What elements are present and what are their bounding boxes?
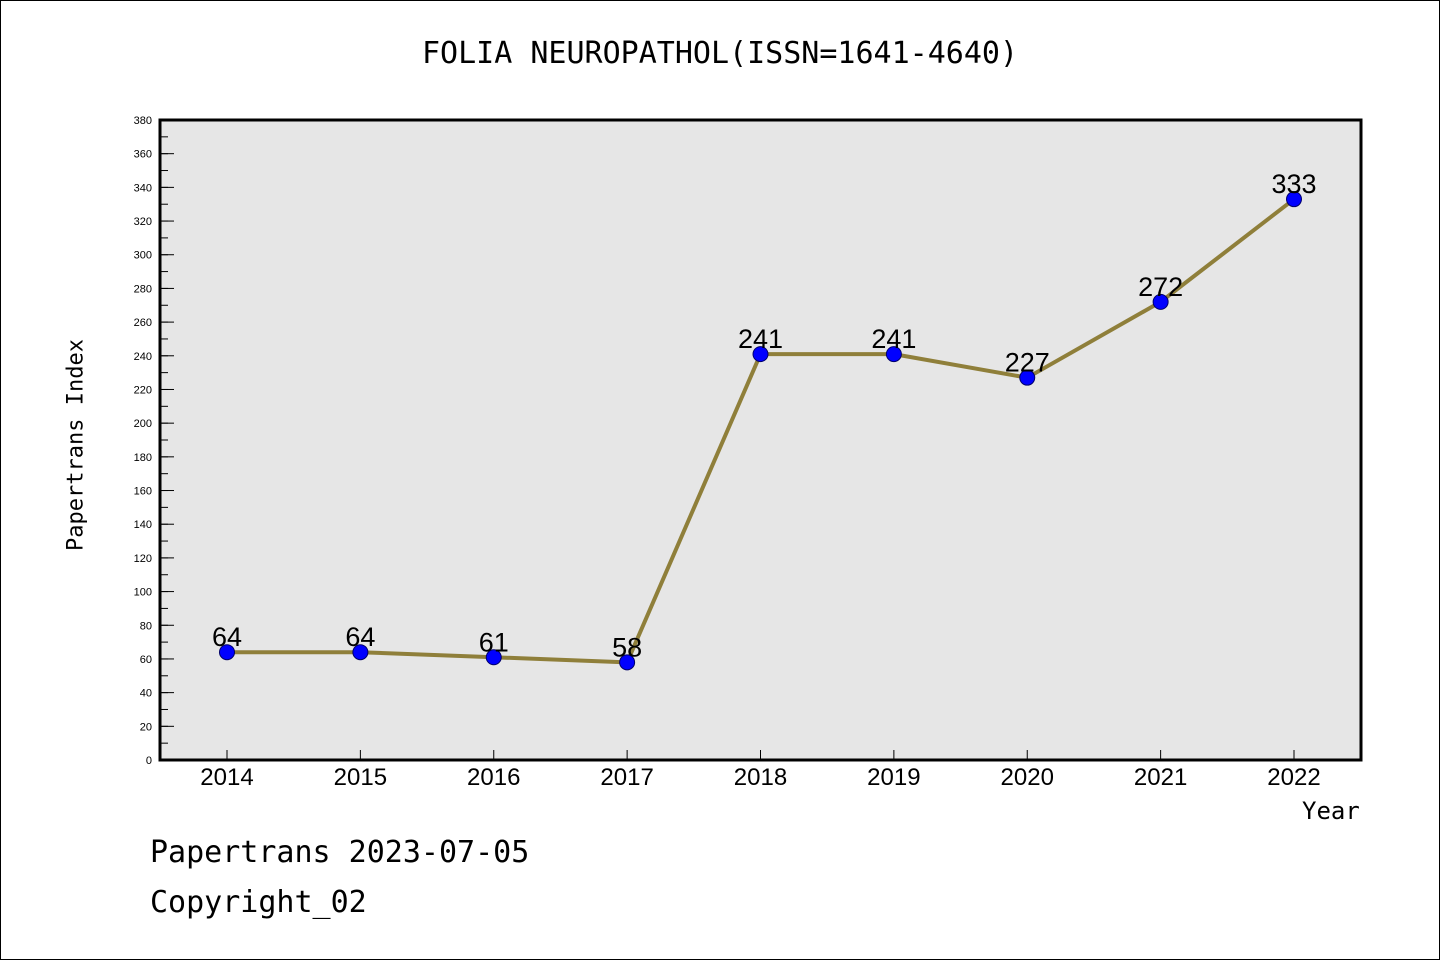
footer-date: Papertrans 2023-07-05 — [150, 835, 530, 870]
data-point — [885, 346, 902, 363]
x-tick-label: 2014 — [200, 764, 253, 791]
data-point — [1286, 191, 1302, 208]
data-label: 241 — [871, 324, 916, 354]
plot-area — [160, 120, 1361, 760]
data-label: 58 — [612, 632, 642, 662]
y-tick-label: 0 — [146, 755, 152, 767]
data-label: 61 — [479, 627, 509, 657]
x-tick-label: 2015 — [334, 764, 387, 791]
y-tick-label: 280 — [134, 283, 152, 295]
y-tick-label: 160 — [134, 486, 152, 498]
y-tick-label: 180 — [134, 452, 152, 464]
x-tick-label: 2021 — [1134, 764, 1187, 791]
x-tick-label: 2020 — [1001, 764, 1054, 791]
y-tick-label: 240 — [134, 351, 152, 363]
data-point — [219, 644, 235, 661]
y-tick-label: 220 — [134, 384, 152, 396]
y-tick-label: 40 — [140, 688, 152, 700]
x-axis-label: Year — [1302, 797, 1360, 825]
y-tick-label: 200 — [134, 418, 152, 430]
data-label: 333 — [1271, 169, 1316, 199]
y-tick-label: 20 — [140, 721, 152, 733]
footer-copyright: Copyright_02 — [150, 885, 367, 920]
y-axis-label: Papertrans Index — [63, 339, 89, 551]
data-point — [619, 654, 636, 671]
y-tick-label: 320 — [134, 216, 152, 228]
data-point — [752, 346, 769, 363]
x-tick-label: 2018 — [734, 764, 787, 791]
y-tick-label: 300 — [134, 250, 152, 262]
y-tick-label: 340 — [134, 182, 152, 194]
data-label: 64 — [212, 622, 242, 652]
data-point — [1152, 293, 1169, 310]
data-point — [485, 649, 502, 666]
data-point — [1019, 369, 1036, 386]
y-tick-label: 380 — [134, 115, 152, 127]
x-tick-label: 2022 — [1267, 764, 1320, 791]
x-tick-label: 2019 — [867, 764, 920, 791]
data-label: 64 — [345, 622, 375, 652]
x-tick-label: 2016 — [467, 764, 520, 791]
data-point — [352, 644, 369, 661]
y-tick-label: 100 — [134, 587, 152, 599]
data-label: 227 — [1005, 348, 1050, 378]
y-tick-label: 360 — [134, 149, 152, 161]
chart-title: FOLIA NEUROPATHOL(ISSN=1641-4640) — [421, 36, 1019, 71]
y-tick-label: 260 — [134, 317, 152, 329]
y-tick-label: 80 — [140, 620, 152, 632]
x-tick-label: 2017 — [600, 764, 653, 791]
plot-border — [158, 118, 1363, 762]
y-tick-label: 140 — [134, 519, 152, 531]
y-tick-label: 60 — [140, 654, 152, 666]
data-label: 241 — [738, 324, 783, 354]
data-label: 272 — [1138, 272, 1183, 302]
y-tick-label: 120 — [134, 553, 152, 565]
